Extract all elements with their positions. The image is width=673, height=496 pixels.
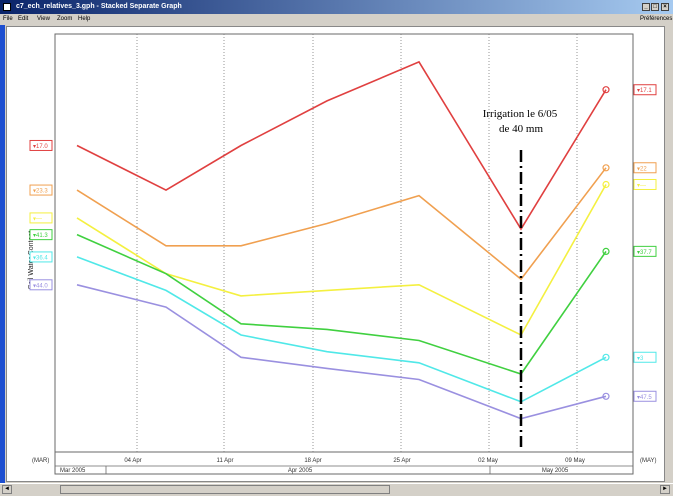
- series-line: [76, 167, 607, 281]
- series-left-label[interactable]: ▾41.3: [29, 229, 53, 241]
- minimize-button[interactable]: _: [642, 3, 650, 11]
- series-left-label-box: [29, 184, 53, 196]
- series-right-label[interactable]: ▾—: [633, 178, 657, 190]
- menu-zoom[interactable]: Zoom: [57, 16, 73, 22]
- series-left-label-text: ▾17.0: [33, 144, 48, 150]
- series-right-label[interactable]: ▾3: [633, 351, 657, 363]
- annotation-line-1: Irrigation le 6/05: [483, 108, 558, 120]
- series-right-label-box: [633, 162, 657, 174]
- series-left-label-box: [29, 251, 53, 263]
- menu-help[interactable]: Help: [78, 16, 91, 22]
- series-left-label-box: [29, 212, 53, 224]
- series-end-marker: [602, 180, 610, 189]
- series-right-label[interactable]: ▾17.1: [633, 84, 657, 96]
- series-line: [76, 256, 607, 403]
- series-left-label-box: [29, 279, 53, 291]
- x-tick-label: 11 Apr: [217, 458, 234, 464]
- scroll-left-arrow-icon[interactable]: ◄: [2, 485, 12, 494]
- series-end-marker: [602, 86, 610, 94]
- series-line: [76, 184, 607, 337]
- series-end-marker: [602, 247, 610, 255]
- menu-preferences[interactable]: Préférences: [640, 16, 673, 22]
- month-label: May 2005: [542, 468, 569, 474]
- grid-lines: [136, 34, 578, 452]
- app-icon: [3, 3, 11, 11]
- series-left-label[interactable]: ▾17.0: [29, 139, 53, 151]
- title-bar: c7_ech_relatives_3.gph - Stacked Separat…: [0, 0, 673, 14]
- series-right-label[interactable]: ▾47.5: [633, 390, 657, 402]
- series-right-label-text: ▾47.5: [637, 395, 652, 401]
- series-right-label-box: [633, 390, 657, 402]
- series-left-label-text: ▾—: [33, 216, 42, 222]
- x-tick-label: 09 May: [565, 458, 585, 464]
- series-right-label-text: ▾37.7: [637, 250, 652, 256]
- x-tick-label: 04 Apr: [124, 458, 141, 464]
- menu-view[interactable]: View: [37, 16, 50, 22]
- series-end-marker: [602, 353, 610, 361]
- series-right-label-box: [633, 178, 657, 190]
- close-button[interactable]: ×: [661, 3, 669, 11]
- date-axis-frame: [54, 451, 634, 475]
- series-left-label[interactable]: ▾23.3: [29, 184, 53, 196]
- graph-panel: [6, 26, 665, 482]
- series-right-label-text: ▾3: [637, 356, 644, 362]
- x-tick-label: 02 May: [478, 458, 498, 464]
- x-tick-label: 18 Apr: [304, 458, 321, 464]
- annotation-line-2: de 40 mm: [499, 123, 543, 135]
- series-left-label-box: [29, 139, 53, 151]
- series-right-label[interactable]: ▾37.7: [633, 245, 657, 257]
- menu-bar: File Edit View Zoom Help Préférences: [0, 14, 673, 25]
- series-left-label[interactable]: ▾36.4: [29, 251, 53, 263]
- series-right-label-box: [633, 84, 657, 96]
- left-strip: [0, 25, 5, 483]
- x-tick-label: 25 Apr: [393, 458, 410, 464]
- series-left-label-text: ▾41.3: [33, 233, 48, 239]
- left-corner-label: (MAR): [32, 458, 49, 464]
- scrollbar-thumb[interactable]: [60, 485, 390, 494]
- series-right-label-box: [633, 351, 657, 363]
- series-right-label-text: ▾17.1: [637, 88, 652, 94]
- series-right-label-text: ▾—: [637, 183, 646, 189]
- menu-edit[interactable]: Edit: [18, 16, 29, 22]
- month-label: Mar 2005: [60, 468, 86, 474]
- series-left-label[interactable]: ▾44.0: [29, 279, 53, 291]
- series-left-label-text: ▾36.4: [33, 255, 48, 261]
- series-right-label[interactable]: ▾22: [633, 162, 657, 174]
- series-line: [76, 60, 607, 231]
- scroll-right-arrow-icon[interactable]: ►: [660, 485, 670, 494]
- series-end-marker: [602, 392, 610, 400]
- horizontal-scrollbar[interactable]: ◄ ►: [0, 483, 673, 496]
- menu-file[interactable]: File: [3, 16, 13, 22]
- series-right-label-box: [633, 245, 657, 257]
- window-title: c7_ech_relatives_3.gph - Stacked Separat…: [16, 3, 182, 10]
- series-legend: ▾17.0 ▾17.1 ▾23.3 ▾22 ▾— ▾— ▾41.3 ▾37.7 ▾36.4 ▾3 ▾…: [29, 84, 657, 402]
- series-left-label-text: ▾23.3: [33, 189, 48, 195]
- maximize-button[interactable]: □: [651, 3, 659, 11]
- series-left-label[interactable]: ▾—: [29, 212, 53, 224]
- series-left-label-text: ▾44.0: [33, 283, 48, 289]
- series-right-label-text: ▾22: [637, 166, 647, 172]
- right-corner-label: (MAY): [640, 458, 657, 464]
- month-label: Apr 2005: [288, 468, 313, 474]
- series-end-marker: [602, 164, 610, 172]
- series-left-label-box: [29, 229, 53, 241]
